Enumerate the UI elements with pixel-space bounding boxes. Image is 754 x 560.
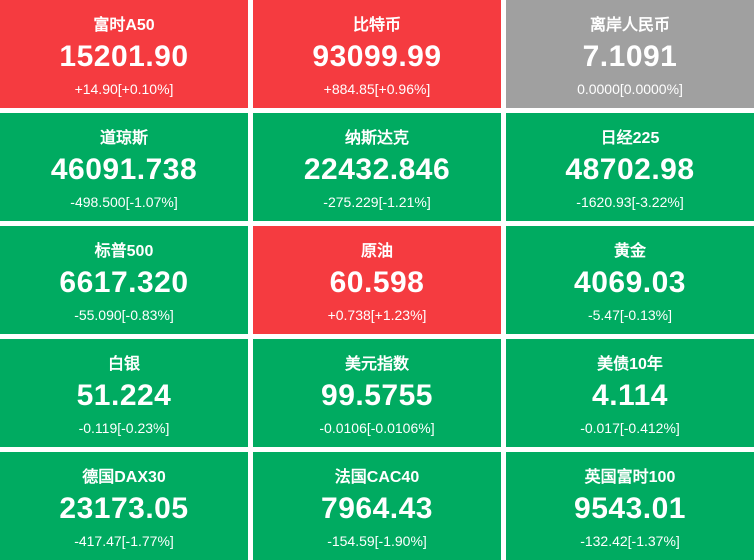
market-name: 富时A50 — [93, 17, 155, 35]
market-name: 法国CAC40 — [334, 469, 420, 487]
market-name: 美元指数 — [344, 356, 409, 374]
market-name: 黄金 — [613, 243, 646, 261]
market-price: 15201.90 — [59, 40, 189, 74]
market-tile-bitcoin[interactable]: 比特币 93099.99 +884.85[+0.96%] — [253, 0, 501, 108]
market-name: 纳斯达克 — [344, 130, 409, 148]
market-tile-nikkei-225[interactable]: 日经225 48702.98 -1620.93[-3.22%] — [506, 113, 754, 221]
market-change: -0.119[-0.23%] — [78, 419, 170, 436]
market-price: 7.1091 — [582, 40, 678, 74]
market-price: 22432.846 — [303, 153, 451, 187]
market-tile-ftse-a50[interactable]: 富时A50 15201.90 +14.90[+0.10%] — [0, 0, 248, 108]
market-price: 23173.05 — [59, 492, 189, 526]
market-price: 4069.03 — [574, 266, 686, 300]
market-name: 美债10年 — [597, 356, 663, 374]
market-tile-us-10y-treasury[interactable]: 美债10年 4.114 -0.017[-0.412%] — [506, 339, 754, 447]
market-tile-usd-index[interactable]: 美元指数 99.5755 -0.0106[-0.0106%] — [253, 339, 501, 447]
market-name: 德国DAX30 — [82, 469, 166, 487]
market-tile-ftse-100[interactable]: 英国富时100 9543.01 -132.42[-1.37%] — [506, 452, 754, 560]
market-change: +0.738[+1.23%] — [327, 306, 427, 323]
market-name: 道琼斯 — [99, 130, 148, 148]
market-tile-crude-oil[interactable]: 原油 60.598 +0.738[+1.23%] — [253, 226, 501, 334]
market-name: 日经225 — [600, 130, 660, 148]
market-price: 4.114 — [592, 379, 668, 413]
market-name: 白银 — [107, 356, 140, 374]
market-tile-cac40[interactable]: 法国CAC40 7964.43 -154.59[-1.90%] — [253, 452, 501, 560]
market-tile-gold[interactable]: 黄金 4069.03 -5.47[-0.13%] — [506, 226, 754, 334]
market-name: 原油 — [360, 243, 393, 261]
market-price: 48702.98 — [565, 153, 695, 187]
market-price: 9543.01 — [574, 492, 686, 526]
market-change: +884.85[+0.96%] — [323, 80, 431, 97]
market-tile-dow-jones[interactable]: 道琼斯 46091.738 -498.500[-1.07%] — [0, 113, 248, 221]
market-price: 6617.320 — [59, 266, 189, 300]
market-tile-dax30[interactable]: 德国DAX30 23173.05 -417.47[-1.77%] — [0, 452, 248, 560]
market-tile-sp500[interactable]: 标普500 6617.320 -55.090[-0.83%] — [0, 226, 248, 334]
market-name: 英国富时100 — [584, 469, 676, 487]
market-change: +14.90[+0.10%] — [74, 80, 174, 97]
market-tile-offshore-rmb[interactable]: 离岸人民币 7.1091 0.0000[0.0000%] — [506, 0, 754, 108]
market-change: 0.0000[0.0000%] — [577, 80, 683, 97]
market-tile-nasdaq[interactable]: 纳斯达克 22432.846 -275.229[-1.21%] — [253, 113, 501, 221]
market-name: 比特币 — [352, 17, 401, 35]
market-price: 99.5755 — [321, 379, 433, 413]
market-change: -132.42[-1.37%] — [580, 532, 680, 549]
market-tile-silver[interactable]: 白银 51.224 -0.119[-0.23%] — [0, 339, 248, 447]
market-change: -0.017[-0.412%] — [580, 419, 680, 436]
market-change: -55.090[-0.83%] — [74, 306, 174, 323]
market-change: -498.500[-1.07%] — [70, 193, 178, 210]
market-name: 离岸人民币 — [589, 17, 670, 35]
market-change: -417.47[-1.77%] — [74, 532, 174, 549]
market-price: 51.224 — [76, 379, 172, 413]
market-change: -5.47[-0.13%] — [587, 306, 673, 323]
market-change: -275.229[-1.21%] — [323, 193, 431, 210]
market-name: 标普500 — [94, 243, 154, 261]
market-change: -154.59[-1.90%] — [327, 532, 427, 549]
market-price: 93099.99 — [312, 40, 442, 74]
market-price: 60.598 — [329, 266, 425, 300]
market-price: 46091.738 — [50, 153, 198, 187]
market-change: -0.0106[-0.0106%] — [319, 419, 435, 436]
market-price: 7964.43 — [321, 492, 433, 526]
market-change: -1620.93[-3.22%] — [576, 193, 684, 210]
